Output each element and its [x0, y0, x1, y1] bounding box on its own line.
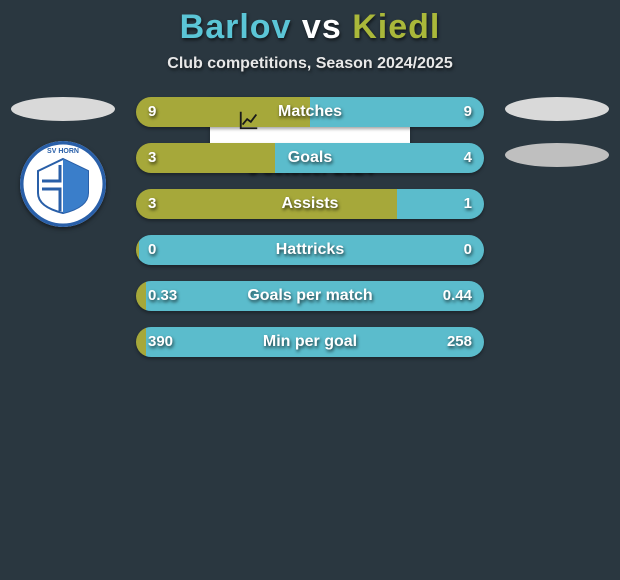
club-crest: SV HORN [20, 141, 106, 227]
stat-value-right: 4 [464, 143, 472, 173]
player1-oval-placeholder [11, 97, 115, 121]
stat-value-left: 3 [148, 189, 156, 219]
stat-bar-left [136, 189, 397, 219]
player2-name: Kiedl [352, 8, 440, 46]
stat-row: Goals34 [136, 143, 484, 173]
player2-oval-placeholder-2 [505, 143, 609, 167]
infographic-root: Barlov vs Kiedl Club competitions, Seaso… [0, 8, 620, 580]
stat-bar-right [139, 235, 484, 265]
stat-bar-left [136, 97, 310, 127]
stat-bar-right [146, 327, 484, 357]
stat-value-right: 0 [464, 235, 472, 265]
brand-chart-icon [238, 109, 260, 131]
stat-value-left: 0 [148, 235, 156, 265]
stat-value-left: 390 [148, 327, 173, 357]
stat-value-left: 0.33 [148, 281, 177, 311]
title: Barlov vs Kiedl [0, 8, 620, 47]
stat-value-right: 1 [464, 189, 472, 219]
stat-bars: Matches99Goals34Assists31Hattricks00Goal… [136, 97, 484, 373]
svg-text:SV HORN: SV HORN [47, 148, 79, 155]
stat-bar-left [136, 327, 146, 357]
stat-bar-right [275, 143, 484, 173]
spacer [502, 121, 612, 143]
stat-bar-right [310, 97, 484, 127]
left-column: SV HORN [8, 97, 118, 227]
vs-text: vs [291, 8, 352, 46]
stat-bar-right [146, 281, 484, 311]
player2-oval-placeholder-1 [505, 97, 609, 121]
stat-row: Min per goal390258 [136, 327, 484, 357]
stat-row: Matches99 [136, 97, 484, 127]
subtitle: Club competitions, Season 2024/2025 [0, 55, 620, 73]
player1-name: Barlov [180, 8, 292, 46]
stat-value-left: 9 [148, 97, 156, 127]
stat-value-right: 0.44 [443, 281, 472, 311]
stat-bar-left [136, 143, 275, 173]
stat-row: Hattricks00 [136, 235, 484, 265]
stat-value-left: 3 [148, 143, 156, 173]
stat-row: Goals per match0.330.44 [136, 281, 484, 311]
stat-value-right: 9 [464, 97, 472, 127]
stat-row: Assists31 [136, 189, 484, 219]
crest-svg: SV HORN [20, 141, 106, 227]
right-column [502, 97, 612, 167]
stat-value-right: 258 [447, 327, 472, 357]
stat-bar-left [136, 281, 146, 311]
